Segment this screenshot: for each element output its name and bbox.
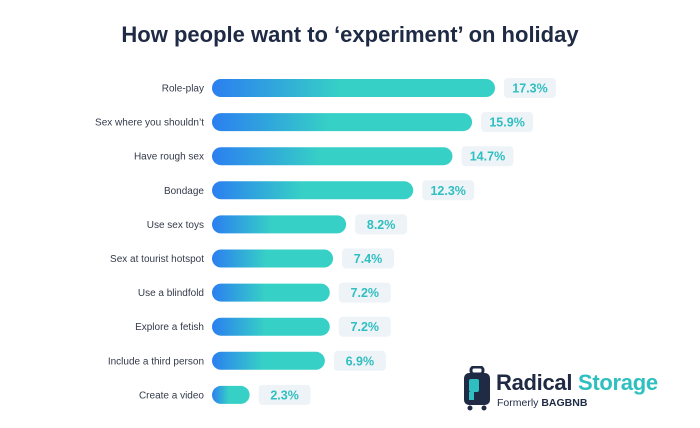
brand-subtitle-prefix: Formerly: [497, 397, 542, 409]
bar: [212, 351, 325, 370]
brand-name-part2: Storage: [577, 370, 658, 395]
brand-subtitle: Formerly BAGBNB: [497, 397, 587, 409]
value-label: 7.4%: [354, 252, 383, 266]
value-label: 12.3%: [430, 184, 465, 198]
value-label-bg: [504, 78, 556, 98]
bar: [212, 113, 473, 132]
bar: [212, 317, 330, 336]
value-label: 15.9%: [489, 116, 524, 130]
bar: [212, 215, 347, 234]
value-label: 2.3%: [270, 388, 299, 402]
brand-subtitle-bold: BAGBNB: [541, 397, 588, 409]
value-label: 8.2%: [367, 218, 396, 232]
bar: [212, 283, 330, 302]
value-label: 7.2%: [351, 286, 380, 300]
value-label-bg: [481, 112, 534, 133]
category-label: Sex at tourist hotspot: [110, 254, 204, 265]
bar: [212, 147, 453, 166]
value-label-bg: [338, 316, 391, 337]
suitcase-logo-icon: [464, 366, 490, 411]
value-label-bg: [258, 384, 311, 405]
category-label: Use a blindfold: [138, 288, 204, 299]
value-label-bg: [342, 248, 395, 269]
category-label: Include a third person: [108, 356, 204, 367]
category-label: Bondage: [164, 186, 204, 197]
value-label: 14.7%: [470, 150, 505, 164]
bar: [212, 249, 334, 268]
value-label-bg: [338, 282, 391, 303]
category-label: Create a video: [139, 390, 204, 401]
value-label: 6.9%: [346, 354, 375, 368]
chart-title: How people want to ‘experiment’ on holid…: [121, 22, 579, 47]
value-label-bg: [333, 350, 386, 371]
value-label-bg: [422, 180, 475, 201]
value-label: 17.3%: [512, 82, 547, 96]
category-label: Use sex toys: [147, 220, 204, 231]
bar: [212, 79, 495, 97]
category-label: Sex where you shouldn’t: [95, 118, 204, 129]
category-label: Explore a fetish: [135, 322, 204, 333]
brand-name-part1: Radical: [496, 370, 578, 395]
bar: [212, 181, 414, 200]
bar: [212, 385, 250, 404]
brand-name: Radical Storage: [496, 370, 658, 396]
bars-layer: Role-play 17.3% Sex where you shouldn’t 15.…: [95, 78, 556, 405]
value-label-bg: [355, 214, 408, 235]
value-label: 7.2%: [351, 320, 380, 334]
category-label: Role-play: [162, 84, 204, 95]
category-label: Have rough sex: [134, 152, 204, 163]
value-label-bg: [461, 146, 514, 167]
brand-logo: Radical Storage Formerly BAGBNB: [462, 366, 692, 416]
